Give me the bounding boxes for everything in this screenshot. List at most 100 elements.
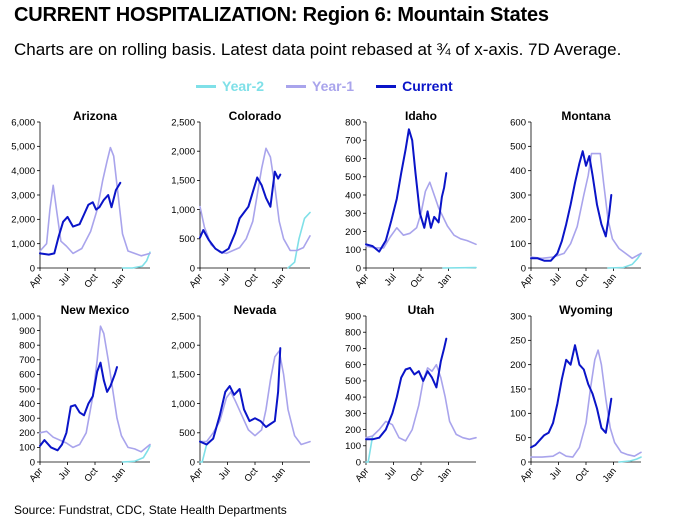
- x-tick-label: Jan: [601, 272, 619, 291]
- chart-colorado: Colorado 0 500 1,000 1,500 2,000 2,500 Apr Jul Oc…: [171, 109, 311, 291]
- y-tick-label: 1,000: [11, 239, 35, 250]
- series-line-year-2: [618, 456, 642, 463]
- legend-swatch-current: [376, 84, 397, 88]
- y-tick-label: 300: [345, 209, 361, 220]
- chart-title-idaho: Idaho: [405, 109, 437, 123]
- y-tick-label: 0: [356, 263, 361, 274]
- x-tick-label: Apr: [353, 272, 371, 290]
- x-tick-label: Jan: [601, 466, 619, 485]
- y-tick-label: 800: [345, 117, 361, 128]
- series-line-current: [530, 150, 613, 262]
- y-tick-label: 100: [345, 441, 361, 452]
- y-tick-label: 0: [190, 263, 195, 274]
- series-line-year-1: [39, 325, 151, 453]
- chart-wyoming: Wyoming 0 50 100 150 200 250 300 Apr Jul Oct Jan: [510, 303, 642, 485]
- y-tick-label: 2,500: [171, 117, 195, 128]
- legend-label-current: Current: [402, 78, 453, 94]
- x-tick-label: Apr: [27, 466, 45, 484]
- x-tick-label: Jul: [383, 466, 399, 482]
- chart-title-arizona: Arizona: [73, 109, 117, 123]
- series-line-year-2: [287, 211, 311, 269]
- x-tick-label: Apr: [187, 466, 205, 484]
- x-tick-label: Jan: [270, 272, 288, 291]
- legend-item-current: Current: [376, 78, 453, 94]
- x-tick-label: Oct: [242, 466, 260, 485]
- chart-legend: Year-2 Year-1 Current: [196, 76, 475, 96]
- series-line-year-1: [530, 152, 642, 260]
- y-tick-label: 6,000: [11, 117, 35, 128]
- chart-idaho: Idaho 0 100 200 300 400 500 600 700 800 Apr Jul Oct J…: [345, 109, 477, 291]
- series-line-year-2: [199, 443, 208, 463]
- chart-new-mexico: New Mexico 0 100 200 300 400 500 600 700 800 900 1,…: [11, 303, 151, 485]
- x-tick-label: Jan: [436, 466, 454, 485]
- series-line-current: [530, 344, 613, 449]
- x-tick-label: Jan: [110, 466, 128, 485]
- y-tick-label: 2,000: [11, 215, 35, 226]
- series-line-year-2: [121, 251, 151, 269]
- y-tick-label: 200: [19, 428, 35, 439]
- chart-arizona: Arizona 0 1,000 2,000 3,000 4,000 5,000 6,000 Ap…: [11, 109, 151, 291]
- y-tick-label: 400: [345, 190, 361, 201]
- legend-item-year-1: Year-1: [286, 78, 354, 94]
- y-tick-label: 200: [510, 215, 526, 226]
- y-tick-label: 700: [19, 355, 35, 366]
- y-tick-label: 700: [345, 344, 361, 355]
- y-tick-label: 800: [345, 328, 361, 339]
- y-tick-label: 0: [30, 263, 35, 274]
- y-tick-label: 100: [510, 409, 526, 420]
- y-tick-label: 600: [345, 154, 361, 165]
- y-tick-label: 50: [515, 433, 526, 444]
- y-tick-label: 100: [510, 239, 526, 250]
- y-tick-label: 2,000: [171, 341, 195, 352]
- page-title: CURRENT HOSPITALIZATION: Region 6: Mount…: [14, 4, 549, 26]
- y-tick-label: 2,500: [171, 311, 195, 322]
- y-tick-label: 300: [510, 311, 526, 322]
- y-tick-label: 250: [510, 336, 526, 347]
- y-tick-label: 0: [30, 457, 35, 468]
- chart-title-montana: Montana: [561, 109, 611, 123]
- page-subtitle: Charts are on rolling basis. Latest data…: [14, 40, 622, 59]
- y-tick-label: 900: [19, 326, 35, 337]
- legend-swatch-year-2: [196, 84, 216, 88]
- legend-item-year-2: Year-2: [196, 78, 264, 94]
- series-line-year-2: [365, 435, 374, 463]
- chart-montana: Montana 0 100 200 300 400 500 600 Apr Jul Oct Jan: [510, 109, 642, 291]
- x-tick-label: Jan: [110, 272, 128, 291]
- series-line-current: [39, 361, 118, 452]
- chart-title-new-mexico: New Mexico: [61, 303, 130, 317]
- y-tick-label: 100: [345, 245, 361, 256]
- y-tick-label: 500: [345, 172, 361, 183]
- y-tick-label: 3,000: [11, 190, 35, 201]
- y-tick-label: 200: [510, 360, 526, 371]
- y-tick-label: 300: [19, 414, 35, 425]
- chart-title-wyoming: Wyoming: [559, 303, 613, 317]
- chart-title-colorado: Colorado: [229, 109, 282, 123]
- y-tick-label: 100: [19, 443, 35, 454]
- x-tick-label: Jul: [57, 466, 73, 482]
- y-tick-label: 400: [510, 166, 526, 177]
- x-tick-label: Oct: [408, 466, 426, 485]
- x-tick-label: Oct: [242, 272, 260, 291]
- y-tick-label: 5,000: [11, 142, 35, 153]
- y-tick-label: 0: [190, 457, 195, 468]
- y-tick-label: 600: [345, 360, 361, 371]
- y-tick-label: 400: [19, 399, 35, 410]
- x-tick-label: Jan: [436, 272, 454, 291]
- y-tick-label: 0: [521, 457, 526, 468]
- series-line-year-1: [39, 146, 151, 257]
- x-tick-label: Jan: [270, 466, 288, 485]
- chart-utah: Utah 0 100 200 300 400 500 600 700 800 900 Apr Jul Oc…: [345, 303, 477, 485]
- x-tick-label: Oct: [82, 466, 100, 485]
- x-tick-label: Jul: [548, 272, 564, 288]
- legend-label-year-2: Year-2: [222, 78, 265, 94]
- y-tick-label: 1,000: [171, 399, 195, 410]
- y-tick-label: 700: [345, 136, 361, 147]
- y-tick-label: 900: [345, 311, 361, 322]
- y-tick-label: 400: [345, 392, 361, 403]
- y-tick-label: 500: [510, 142, 526, 153]
- source-note: Source: Fundstrat, CDC, State Health Dep…: [14, 503, 287, 517]
- chart-nevada: Nevada 0 500 1,000 1,500 2,000 2,500 Apr Jul Oct J…: [171, 303, 311, 485]
- series-line-current: [365, 128, 448, 253]
- y-tick-label: 1,500: [171, 176, 195, 187]
